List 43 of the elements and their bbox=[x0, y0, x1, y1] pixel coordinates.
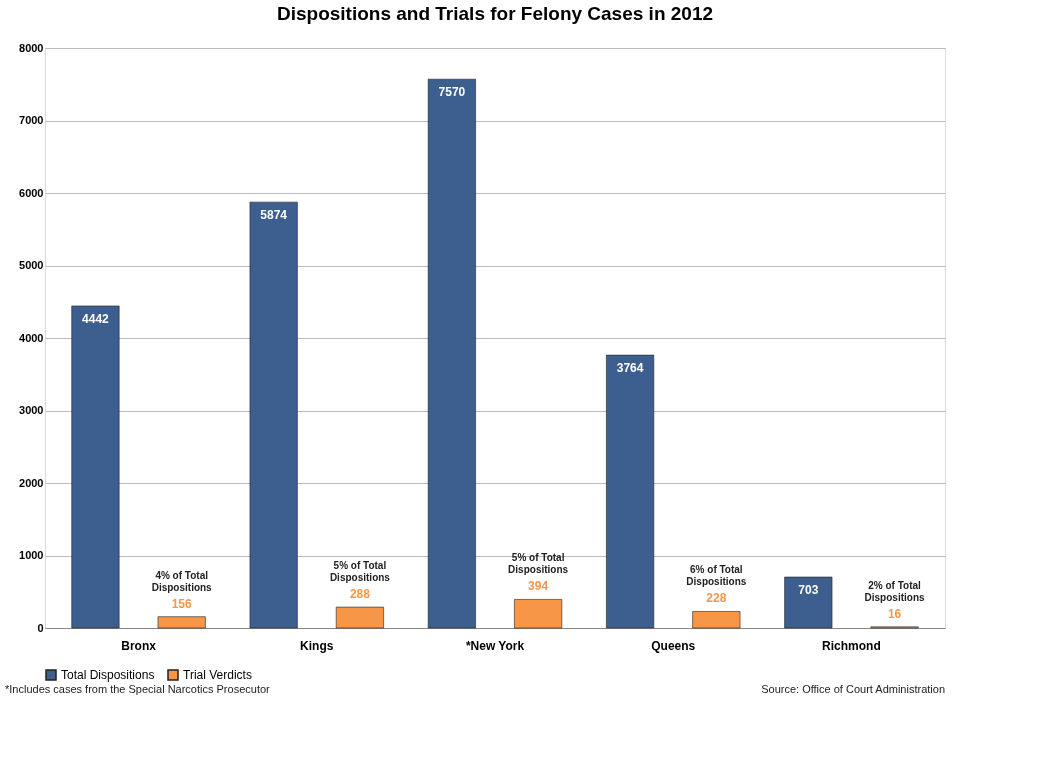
data-label: 7570 bbox=[438, 85, 466, 100]
text: *Includes cases from the Special Narcotics Prosecutor bbox=[5, 683, 271, 695]
y-tick-label: 1000 bbox=[19, 549, 44, 561]
y-tick-label: 8000 bbox=[19, 41, 44, 54]
data-label: 703 bbox=[798, 583, 819, 598]
data-label: 3764 bbox=[616, 361, 644, 376]
bar bbox=[784, 576, 833, 629]
bar bbox=[514, 599, 563, 629]
annotation: 5% of Total Dispositions bbox=[329, 560, 391, 584]
annotation: 4% of Total Dispositions bbox=[151, 569, 213, 593]
y-tick-label: 3000 bbox=[19, 404, 44, 416]
data-label: 288 bbox=[349, 587, 371, 602]
x-tick-label: Queens bbox=[651, 638, 696, 653]
bar bbox=[606, 354, 655, 629]
x-tick-label: *New York bbox=[465, 638, 525, 653]
source-note: Source: Office of Court Administration bbox=[761, 683, 945, 695]
y-tick-label: 4000 bbox=[19, 331, 44, 344]
x-tick-label: Kings bbox=[300, 638, 334, 653]
bar bbox=[692, 611, 741, 629]
chart-title: Dispositions and Trials for Felony Cases in 2012 bbox=[276, 3, 714, 24]
y-tick-label: 0 bbox=[37, 621, 44, 634]
data-label: 394 bbox=[528, 579, 549, 594]
data-label: 156 bbox=[171, 596, 193, 611]
data-label: 5874 bbox=[260, 208, 288, 223]
x-tick-label: Bronx bbox=[121, 638, 157, 653]
bar bbox=[249, 201, 298, 629]
y-tick-label: 5000 bbox=[19, 259, 44, 271]
data-label: 4442 bbox=[82, 311, 110, 326]
data-label: 16 bbox=[887, 606, 902, 621]
annotation: 5% of Total Dispositions bbox=[508, 552, 569, 576]
bar bbox=[157, 616, 206, 629]
x-tick-label: Richmond bbox=[822, 638, 881, 653]
y-tick-label: 7000 bbox=[19, 114, 44, 126]
y-tick-label: 6000 bbox=[19, 186, 44, 199]
bar bbox=[335, 606, 384, 629]
legend-label: Trial Verdicts bbox=[183, 668, 252, 682]
annotation: 6% of Total Dispositions bbox=[686, 564, 747, 588]
bar bbox=[427, 78, 476, 629]
data-label: 228 bbox=[706, 591, 727, 606]
legend-label: Total Dispositions bbox=[61, 668, 155, 682]
y-tick-label: 2000 bbox=[19, 476, 44, 489]
bar bbox=[71, 305, 120, 629]
annotation: 2% of Total Dispositions bbox=[864, 579, 925, 603]
